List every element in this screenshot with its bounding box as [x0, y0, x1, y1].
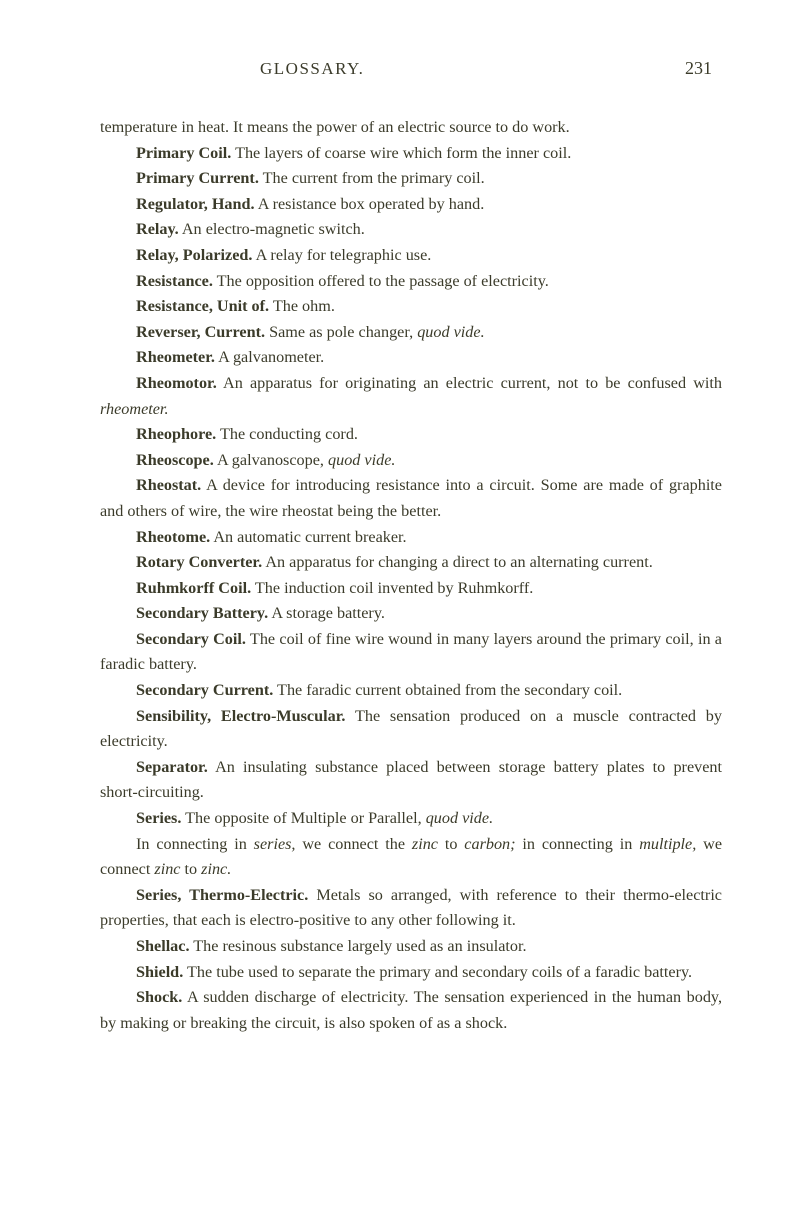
entry-italic: zinc.: [201, 860, 231, 878]
entry-text: The conducting cord.: [216, 425, 358, 443]
entry-term: Separator.: [136, 758, 208, 776]
entry-text: The induction coil invented by Ruhmkorff…: [251, 579, 533, 597]
entry-text: The opposite of Multiple or Parallel,: [181, 809, 425, 827]
glossary-entry: Rheomotor. An apparatus for originating …: [100, 371, 722, 422]
glossary-entry: Rheoscope. A galvanoscope, quod vide.: [100, 448, 722, 474]
entry-term: Shock.: [136, 988, 182, 1006]
entry-text: A resistance box operated by hand.: [255, 195, 485, 213]
header-title: GLOSSARY.: [260, 59, 364, 79]
glossary-entry: Primary Current. The current from the pr…: [100, 166, 722, 192]
entry-term: Rheometer.: [136, 348, 215, 366]
page: GLOSSARY. 231 temperature in heat. It me…: [0, 0, 800, 1225]
glossary-entry: Regulator, Hand. A resistance box operat…: [100, 192, 722, 218]
page-number: 231: [685, 58, 712, 79]
entry-term: Shield.: [136, 963, 183, 981]
entry-text: An apparatus for originating an electric…: [217, 374, 722, 392]
glossary-entry: temperature in heat. It means the power …: [100, 115, 722, 141]
entry-text: The resinous substance largely used as a…: [190, 937, 527, 955]
glossary-entry: Rheostat. A device for introducing resis…: [100, 473, 722, 524]
entry-term: Relay, Polarized.: [136, 246, 252, 264]
entry-text: A sudden discharge of electricity. The s…: [100, 988, 722, 1032]
entry-text: to: [180, 860, 201, 878]
glossary-entry: Shellac. The resinous substance largely …: [100, 934, 722, 960]
glossary-body: temperature in heat. It means the power …: [100, 115, 722, 1036]
entry-text: we connect the: [295, 835, 411, 853]
entry-term: Secondary Coil.: [136, 630, 246, 648]
entry-text: The layers of coarse wire which form the…: [231, 144, 571, 162]
entry-text: The opposition offered to the passage of…: [213, 272, 549, 290]
glossary-entry: Rotary Converter. An apparatus for chang…: [100, 550, 722, 576]
entry-italic: multiple,: [639, 835, 696, 853]
glossary-entry: Reverser, Current. Same as pole changer,…: [100, 320, 722, 346]
entry-text: A galvanometer.: [215, 348, 324, 366]
glossary-entry: In connecting in series, we connect the …: [100, 832, 722, 883]
entry-italic: zinc: [154, 860, 180, 878]
entry-term: Rheomotor.: [136, 374, 217, 392]
entry-text: In connecting in: [136, 835, 254, 853]
entry-text: An electro-magnetic switch.: [179, 220, 365, 238]
entry-term: Rheophore.: [136, 425, 216, 443]
entry-term: Ruhmkorff Coil.: [136, 579, 251, 597]
entry-text: The ohm.: [269, 297, 335, 315]
glossary-entry: Relay. An electro-magnetic switch.: [100, 217, 722, 243]
glossary-entry: Rheophore. The conducting cord.: [100, 422, 722, 448]
entry-text: An automatic current breaker.: [210, 528, 406, 546]
entry-text: Same as pole changer,: [265, 323, 417, 341]
entry-text: An apparatus for changing a direct to an…: [262, 553, 653, 571]
glossary-entry: Secondary Current. The faradic current o…: [100, 678, 722, 704]
entry-term: Relay.: [136, 220, 179, 238]
glossary-entry: Relay, Polarized. A relay for telegraphi…: [100, 243, 722, 269]
page-header: GLOSSARY. 231: [100, 58, 722, 79]
entry-term: Secondary Battery.: [136, 604, 268, 622]
entry-term: Rheotome.: [136, 528, 210, 546]
entry-term: Primary Coil.: [136, 144, 231, 162]
entry-italic: quod vide.: [426, 809, 493, 827]
entry-term: Shellac.: [136, 937, 190, 955]
entry-term: Resistance.: [136, 272, 213, 290]
entry-term: Sensibility, Electro-Muscular.: [136, 707, 345, 725]
entry-term: Resistance, Unit of.: [136, 297, 269, 315]
entry-text: The current from the primary coil.: [259, 169, 485, 187]
entry-text: temperature in heat. It means the power …: [100, 118, 570, 136]
entry-text: A galvanoscope,: [214, 451, 328, 469]
entry-term: Series, Thermo-Electric.: [136, 886, 308, 904]
glossary-entry: Resistance. The opposition offered to th…: [100, 269, 722, 295]
entry-term: Rotary Converter.: [136, 553, 262, 571]
entry-italic: quod vide.: [328, 451, 395, 469]
entry-text: The tube used to separate the primary an…: [183, 963, 692, 981]
entry-term: Series.: [136, 809, 181, 827]
glossary-entry: Secondary Coil. The coil of fine wire wo…: [100, 627, 722, 678]
entry-term: Reverser, Current.: [136, 323, 265, 341]
glossary-entry: Resistance, Unit of. The ohm.: [100, 294, 722, 320]
entry-text: A relay for telegraphic use.: [252, 246, 431, 264]
entry-term: Regulator, Hand.: [136, 195, 255, 213]
glossary-entry: Rheometer. A galvanometer.: [100, 345, 722, 371]
entry-term: Rheoscope.: [136, 451, 214, 469]
entry-text: The faradic current obtained from the se…: [273, 681, 622, 699]
entry-term: Secondary Current.: [136, 681, 273, 699]
glossary-entry: Ruhmkorff Coil. The induction coil inven…: [100, 576, 722, 602]
entry-text: in connecting in: [516, 835, 640, 853]
entry-italic: rheometer.: [100, 400, 169, 418]
glossary-entry: Primary Coil. The layers of coarse wire …: [100, 141, 722, 167]
glossary-entry: Sensibility, Electro-Muscular. The sensa…: [100, 704, 722, 755]
entry-italic: carbon;: [464, 835, 515, 853]
entry-italic: quod vide.: [417, 323, 484, 341]
entry-term: Primary Current.: [136, 169, 259, 187]
entry-term: Rheostat.: [136, 476, 201, 494]
glossary-entry: Separator. An insulating substance place…: [100, 755, 722, 806]
glossary-entry: Series, Thermo-Electric. Metals so arran…: [100, 883, 722, 934]
glossary-entry: Series. The opposite of Multiple or Para…: [100, 806, 722, 832]
entry-italic: zinc: [412, 835, 438, 853]
glossary-entry: Secondary Battery. A storage battery.: [100, 601, 722, 627]
entry-text: A storage battery.: [268, 604, 385, 622]
glossary-entry: Shock. A sudden discharge of electricity…: [100, 985, 722, 1036]
glossary-entry: Shield. The tube used to separate the pr…: [100, 960, 722, 986]
glossary-entry: Rheotome. An automatic current breaker.: [100, 525, 722, 551]
entry-text: to: [438, 835, 464, 853]
entry-italic: series,: [254, 835, 296, 853]
